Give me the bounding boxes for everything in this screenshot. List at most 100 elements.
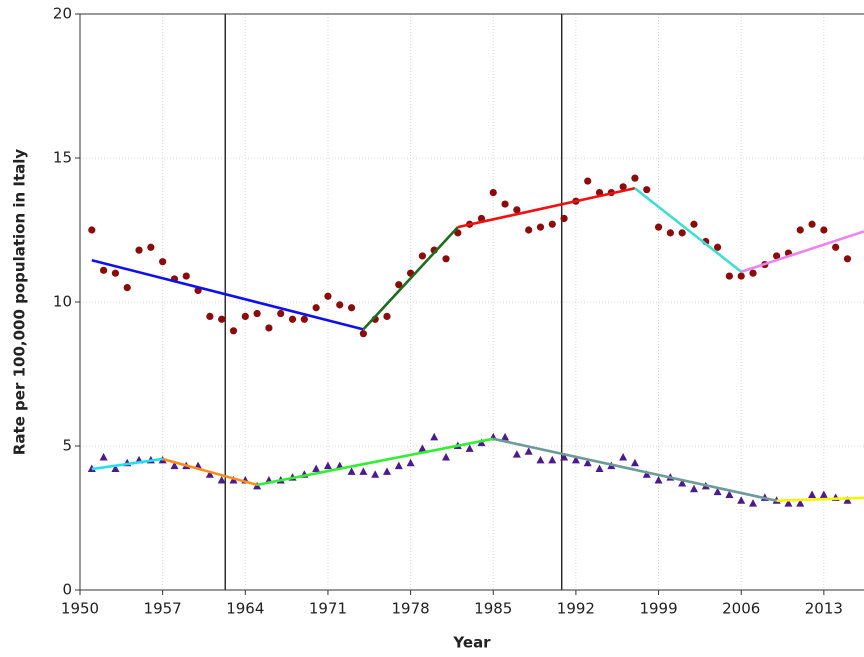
triangle-marker xyxy=(796,499,805,507)
dot-marker xyxy=(123,284,131,292)
trend-segment xyxy=(634,187,743,273)
dot-marker xyxy=(584,177,592,185)
dot-marker xyxy=(88,226,96,234)
dot-marker xyxy=(808,220,816,228)
dot-marker xyxy=(454,229,462,237)
x-tick-label: 2013 xyxy=(805,600,843,618)
triangle-marker xyxy=(548,455,557,464)
dot-marker xyxy=(820,226,828,234)
dot-marker xyxy=(347,304,356,312)
dot-marker xyxy=(135,246,143,254)
x-tick-label: 1964 xyxy=(226,600,264,618)
dot-marker xyxy=(796,226,804,234)
triangle-marker xyxy=(642,470,651,478)
dot-marker xyxy=(418,252,427,260)
x-tick-label: 1957 xyxy=(144,600,182,618)
trend-segment xyxy=(492,437,777,502)
triangle-marker xyxy=(678,478,687,487)
dot-marker xyxy=(773,252,781,260)
triangle-marker xyxy=(524,447,533,455)
triangle-marker xyxy=(619,453,628,461)
y-tick-label: 15 xyxy=(53,149,72,167)
dot-marker xyxy=(501,200,509,208)
dot-marker xyxy=(253,309,261,318)
triangle-marker xyxy=(442,453,451,461)
triangle-marker xyxy=(689,484,698,493)
dot-marker xyxy=(643,186,651,194)
triangle-marker xyxy=(654,476,663,484)
dot-marker xyxy=(324,292,332,300)
triangle-marker xyxy=(784,499,793,507)
dot-marker xyxy=(442,255,450,263)
triangle-marker xyxy=(512,450,521,458)
triangle-marker xyxy=(382,467,391,475)
dot-marker xyxy=(737,272,745,280)
dot-marker xyxy=(336,301,344,309)
x-axis-title: Year xyxy=(452,634,491,652)
triangle-marker xyxy=(430,432,439,441)
triangle-marker xyxy=(99,453,108,461)
triangle-marker xyxy=(323,461,332,470)
trend-segment xyxy=(362,226,459,331)
triangle-marker xyxy=(170,461,179,470)
triangle-marker xyxy=(536,455,545,464)
dot-marker xyxy=(265,324,273,332)
dot-marker xyxy=(229,327,238,335)
dot-marker xyxy=(288,315,297,323)
dot-marker xyxy=(218,315,226,323)
y-tick-label: 5 xyxy=(62,437,72,455)
triangle-marker xyxy=(111,464,120,473)
triangle-marker xyxy=(560,453,569,461)
dot-marker xyxy=(654,223,663,231)
dot-marker xyxy=(690,220,698,228)
y-tick-label: 0 xyxy=(62,581,72,599)
dot-marker xyxy=(725,272,733,280)
dot-marker xyxy=(395,281,403,289)
trend-segment xyxy=(256,437,494,487)
triangle-marker xyxy=(217,476,226,484)
triangle-marker xyxy=(808,490,817,498)
triangle-marker xyxy=(630,458,639,467)
triangle-marker xyxy=(501,432,510,441)
dot-marker xyxy=(749,269,757,277)
dot-marker xyxy=(159,258,167,266)
dot-marker xyxy=(525,226,533,234)
x-tick-label: 1971 xyxy=(309,600,347,618)
x-tick-label: 1950 xyxy=(61,600,99,618)
dot-marker xyxy=(182,272,190,280)
triangle-marker xyxy=(843,496,852,504)
dot-marker xyxy=(241,312,249,320)
dot-marker xyxy=(678,229,686,237)
dot-marker xyxy=(300,315,308,323)
triangle-marker xyxy=(312,464,321,473)
x-tick-label: 1999 xyxy=(639,600,677,618)
dot-marker xyxy=(206,312,214,320)
trend-segment xyxy=(91,457,163,471)
dot-marker xyxy=(548,220,556,228)
triangle-marker xyxy=(347,467,356,475)
dot-marker xyxy=(619,183,627,191)
y-axis-title: Rate per 100,000 population in Italy xyxy=(11,149,29,456)
dot-marker xyxy=(536,223,545,231)
trend-segment xyxy=(776,496,864,503)
dot-marker xyxy=(666,229,674,237)
triangle-marker xyxy=(571,455,580,464)
triangle-marker xyxy=(713,487,722,496)
triangle-marker xyxy=(394,461,403,470)
triangle-marker xyxy=(737,496,746,504)
triangle-marker xyxy=(359,467,368,475)
triangle-marker xyxy=(595,464,604,473)
dot-marker xyxy=(312,304,320,312)
dot-marker xyxy=(631,174,639,182)
triangle-marker xyxy=(205,470,214,478)
triangle-marker xyxy=(229,476,238,484)
triangle-marker xyxy=(725,490,734,498)
y-tick-label: 20 xyxy=(53,5,72,23)
y-tick-label: 10 xyxy=(53,293,72,311)
dot-marker xyxy=(713,243,722,251)
x-tick-label: 1985 xyxy=(474,600,512,618)
dot-marker xyxy=(383,312,391,320)
trend-segment xyxy=(740,230,864,273)
dot-marker xyxy=(100,266,108,274)
